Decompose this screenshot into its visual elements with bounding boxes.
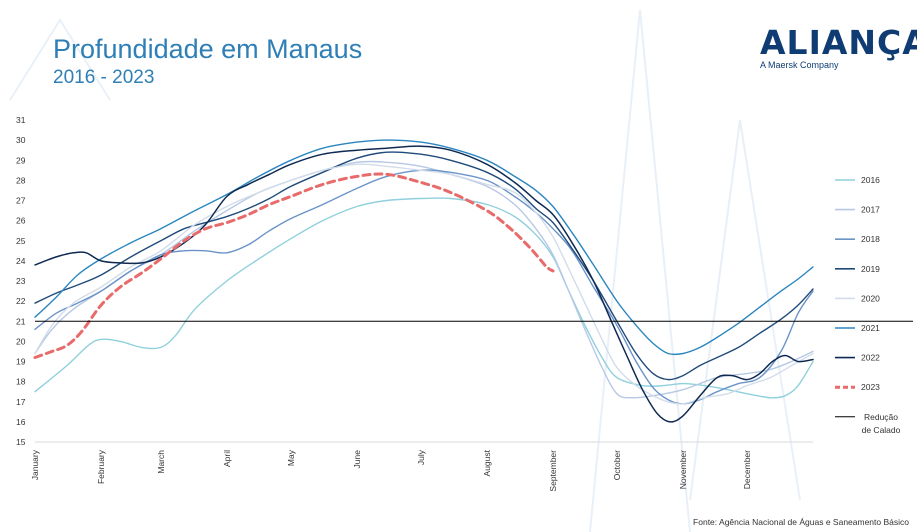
y-axis: 15 16 17 18 19 20 21 22 23 24 25 26 27 28 29 30 31 [16,115,26,447]
series-layer [33,139,814,423]
y-tick-label: 25 [16,236,26,246]
y-tick-label: 17 [16,397,26,407]
y-tick-label: 28 [16,175,26,185]
legend-label-2016: 2016 [861,175,880,185]
y-tick-label: 27 [16,196,26,206]
x-tick-label: January [30,449,40,480]
legend: 2016 2017 2018 2019 2020 2021 2022 2023 Redução d… [835,175,901,435]
legend-label-reducao-de-calado: Redução [864,412,898,422]
legend-label-2021: 2021 [861,323,880,333]
y-tick-label: 20 [16,336,26,346]
y-tick-label: 31 [16,115,26,125]
y-tick-label: 19 [16,357,26,367]
x-tick-label: July [416,449,426,465]
y-tick-label: 23 [16,276,26,286]
x-tick-label: February [96,449,106,484]
x-tick-label: December [742,450,752,489]
legend-label-2020: 2020 [861,293,880,303]
series-line-2021 [34,139,814,356]
logo-tagline: A Maersk Company [760,60,839,70]
y-tick-label: 24 [16,256,26,266]
chart-subtitle: 2016 - 2023 [53,67,155,88]
x-tick-label: October [612,450,622,480]
y-tick-label: 21 [16,316,26,326]
source-note: Fonte: Agência Nacional de Águas e Sanea… [693,517,909,527]
chart-title: Profundidade em Manaus [53,34,363,64]
title-block: Profundidade em Manaus 2016 - 2023 [53,34,362,90]
legend-label-2017: 2017 [861,205,880,215]
y-tick-label: 30 [16,135,26,145]
y-tick-label: 22 [16,296,26,306]
y-tick-label: 15 [16,437,26,447]
x-tick-label: September [548,450,558,492]
legend-label-reducao-de-calado: de Calado [862,425,901,435]
series-line-2022 [34,145,814,423]
legend-label-2022: 2022 [861,353,880,363]
y-tick-label: 26 [16,216,26,226]
x-tick-label: August [482,449,492,476]
y-tick-label: 16 [16,417,26,427]
legend-label-2019: 2019 [861,264,880,274]
series-line-2023 [33,172,555,359]
series-line-2017 [34,160,814,399]
logo-wordmark: ALIANÇA [760,23,917,62]
alianca-logo: ALIANÇA A Maersk Company [760,26,917,71]
x-axis: January February March April May June July Augu… [30,441,813,492]
y-tick-label: 29 [16,155,26,165]
x-tick-label: March [156,450,166,474]
series-line-2019 [34,151,814,381]
series-line-2018 [34,169,814,405]
series-line-2020 [34,163,814,405]
x-tick-label: November [678,450,688,489]
y-tick-label: 18 [16,377,26,387]
x-tick-label: June [352,450,362,469]
x-tick-label: May [286,449,296,466]
x-tick-label: April [222,450,232,467]
legend-label-2023: 2023 [861,382,880,392]
legend-label-2018: 2018 [861,234,880,244]
series-line-2016 [34,197,814,399]
